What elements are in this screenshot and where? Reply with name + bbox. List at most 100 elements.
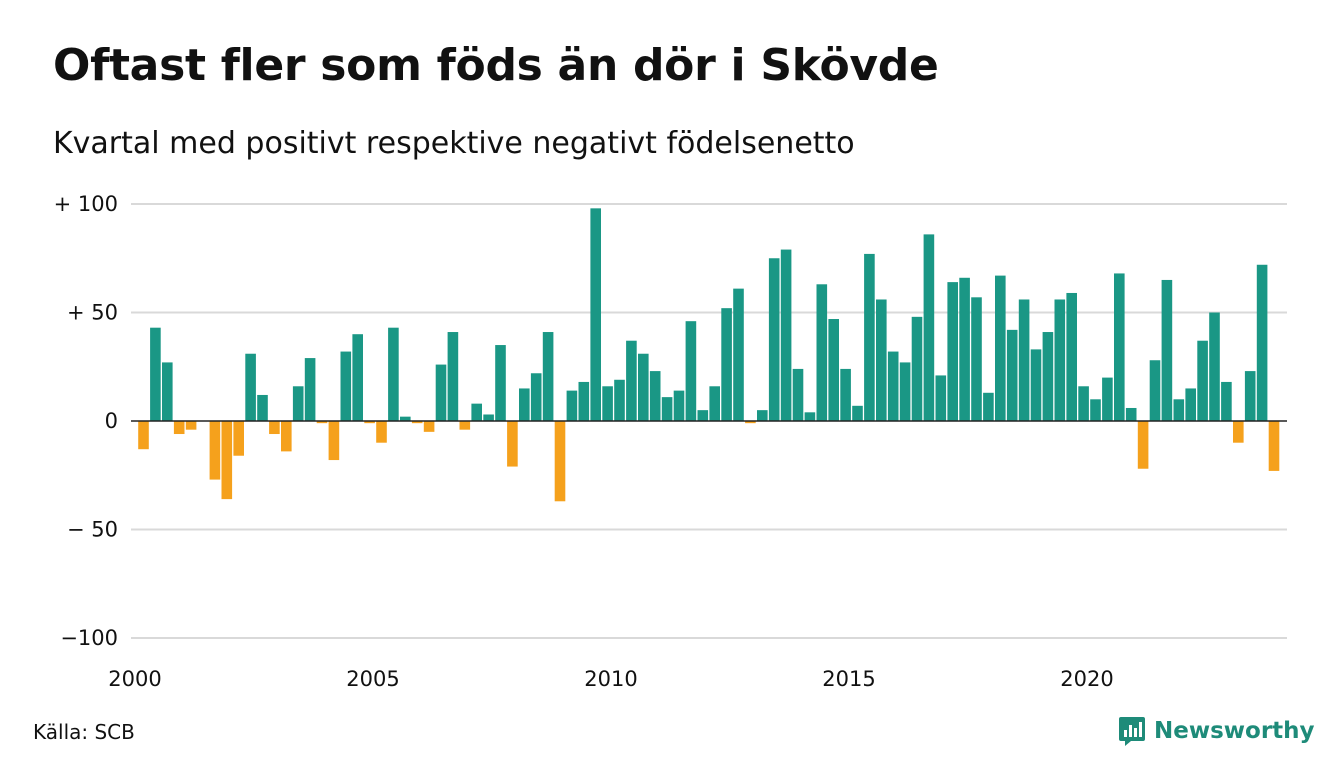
bar-2005-q4: [411, 421, 423, 424]
bar-2013-q4: [792, 368, 804, 421]
bar-2015-q1: [852, 405, 863, 421]
bar-2011-q3: [685, 321, 697, 421]
bar-2018-q2: [1006, 329, 1018, 421]
bar-2010-q4: [649, 371, 661, 421]
bar-2020-q4: [1125, 407, 1137, 421]
x-tick-label: 2000: [108, 667, 161, 691]
bar-2007-q1: [471, 403, 482, 421]
bar-2009-q1: [566, 390, 578, 421]
bar-2016-q4: [935, 375, 947, 421]
brand-name: Newsworthy: [1154, 718, 1315, 744]
bars: [138, 208, 1280, 502]
bar-2017-q1: [947, 282, 958, 421]
bar-2000-q2: [150, 327, 161, 421]
bar-2010-q1: [614, 379, 625, 421]
bar-2017-q3: [971, 297, 982, 421]
x-axis-ticks: 2000 2005 2010 2015 2020: [108, 667, 1113, 691]
bar-2005-q2: [388, 327, 399, 421]
y-tick-label: − 50: [67, 518, 118, 542]
bar-2021-q1: [1137, 421, 1149, 469]
bar-2014-q3: [828, 319, 839, 421]
bar-2007-q3: [495, 345, 506, 421]
bar-2001-q4: [221, 421, 233, 500]
bar-2009-q3: [590, 208, 601, 421]
bar-2000-q4: [173, 421, 185, 435]
x-tick-label: 2020: [1060, 667, 1113, 691]
bar-2020-q2: [1102, 377, 1113, 421]
bar-2009-q2: [578, 381, 590, 421]
bar-2008-q2: [530, 373, 542, 421]
newsworthy-logo-icon: [1119, 717, 1145, 746]
bar-2003-q4: [316, 421, 328, 424]
bar-chart: + 100 + 50 0 − 50 −100 2000 2005 2010 2015 2020: [54, 192, 1287, 691]
bar-2020-q1: [1090, 399, 1101, 421]
bar-2023-q4: [1268, 421, 1280, 471]
bar-2001-q3: [209, 421, 221, 480]
bar-2021-q4: [1173, 399, 1185, 421]
x-tick-label: 2015: [822, 667, 875, 691]
bar-2012-q1: [709, 386, 720, 421]
bar-2011-q1: [661, 397, 673, 421]
bar-2004-q1: [328, 421, 340, 461]
bar-2009-q4: [602, 386, 613, 421]
bar-2007-q2: [483, 414, 494, 421]
bar-2002-q4: [269, 421, 280, 435]
y-axis-ticks: + 100 + 50 0 − 50 −100: [54, 192, 118, 650]
bar-2022-q4: [1221, 381, 1232, 421]
bar-2003-q2: [292, 386, 304, 421]
bar-2019-q1: [1042, 332, 1054, 421]
bar-2014-q1: [804, 412, 816, 421]
bar-2023-q1: [1233, 421, 1244, 443]
bar-2016-q2: [911, 316, 923, 421]
bar-2007-q4: [507, 421, 518, 467]
bar-2023-q3: [1256, 264, 1268, 421]
bar-2022-q3: [1209, 312, 1220, 421]
bar-2012-q3: [733, 288, 744, 421]
source-note: Källa: SCB: [33, 720, 135, 744]
bar-2010-q3: [638, 353, 649, 421]
bar-2016-q1: [899, 362, 911, 421]
bar-2014-q2: [816, 284, 828, 421]
bar-2001-q1: [185, 421, 197, 430]
bar-2000-q3: [162, 362, 173, 421]
bar-2022-q2: [1197, 340, 1208, 421]
bar-2012-q4: [745, 421, 756, 424]
bar-2019-q2: [1054, 299, 1066, 421]
bar-2006-q4: [459, 421, 471, 430]
y-tick-label: −100: [60, 626, 118, 650]
bar-2013-q3: [780, 249, 792, 421]
bar-2018-q4: [1030, 349, 1042, 421]
bar-2017-q2: [959, 277, 970, 421]
y-tick-label: 0: [105, 409, 118, 433]
chart-subtitle: Kvartal med positivt respektive negativt…: [53, 126, 855, 161]
bar-2013-q1: [757, 410, 768, 421]
bar-2003-q1: [281, 421, 292, 452]
bar-2012-q2: [721, 308, 732, 421]
bar-2005-q1: [376, 421, 387, 443]
bar-2004-q2: [340, 351, 352, 421]
x-tick-label: 2010: [584, 667, 637, 691]
y-tick-label: + 100: [54, 192, 118, 216]
bar-2004-q4: [364, 421, 375, 424]
bar-2018-q1: [995, 275, 1006, 421]
bar-2008-q1: [519, 388, 530, 421]
bar-2003-q3: [304, 358, 316, 421]
bar-2013-q2: [768, 258, 780, 421]
bar-2000-q1: [138, 421, 149, 450]
bar-2015-q4: [887, 351, 899, 421]
bar-2018-q3: [1018, 299, 1030, 421]
bar-2011-q4: [697, 410, 709, 421]
bar-2023-q2: [1244, 371, 1256, 421]
bar-2002-q1: [233, 421, 244, 456]
bar-2017-q4: [983, 392, 994, 421]
bar-2006-q1: [423, 421, 435, 432]
bar-2008-q4: [554, 421, 566, 502]
bar-2010-q2: [626, 340, 637, 421]
brand-logo: Newsworthy: [1118, 714, 1315, 748]
bar-2020-q3: [1114, 273, 1125, 421]
x-tick-label: 2005: [346, 667, 399, 691]
bar-2005-q3: [400, 416, 411, 421]
bar-2008-q3: [542, 332, 554, 421]
grid-lines: [131, 203, 1287, 639]
bar-2015-q2: [864, 253, 875, 421]
